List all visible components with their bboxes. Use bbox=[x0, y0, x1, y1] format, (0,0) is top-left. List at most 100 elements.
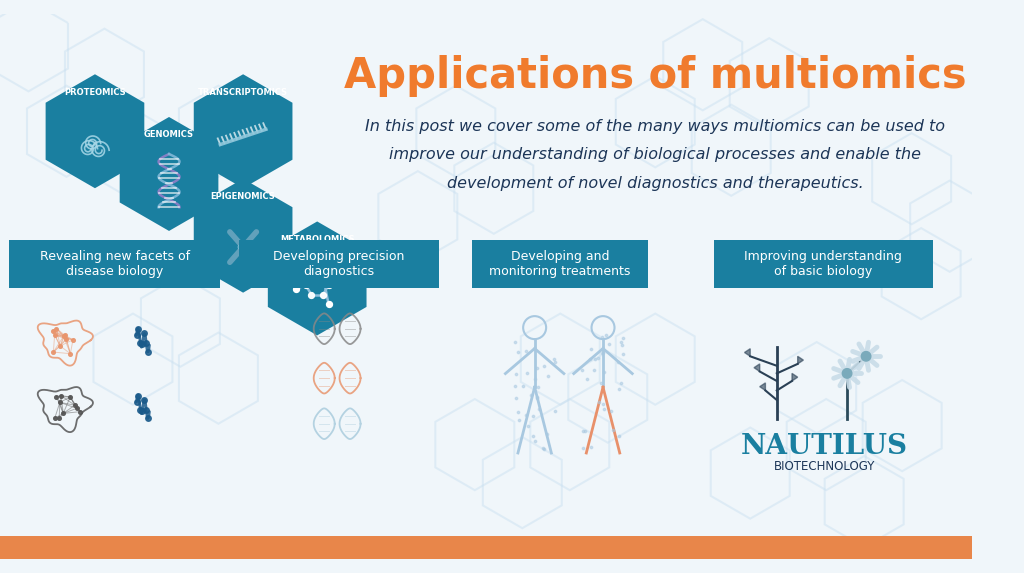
FancyBboxPatch shape bbox=[9, 241, 220, 288]
Text: Revealing new facets of
disease biology: Revealing new facets of disease biology bbox=[40, 250, 190, 278]
Text: Improving understanding
of basic biology: Improving understanding of basic biology bbox=[744, 250, 902, 278]
Point bbox=[303, 270, 319, 280]
Point bbox=[325, 266, 341, 275]
Point bbox=[528, 393, 545, 402]
Point bbox=[614, 350, 631, 359]
Polygon shape bbox=[792, 374, 798, 381]
Point bbox=[595, 399, 611, 409]
Point bbox=[58, 335, 75, 344]
Point bbox=[48, 324, 65, 333]
Point bbox=[67, 401, 83, 410]
Point bbox=[51, 414, 68, 423]
Point bbox=[526, 375, 543, 384]
Point bbox=[547, 407, 563, 416]
Point bbox=[52, 342, 69, 351]
Text: PROTEOMICS: PROTEOMICS bbox=[65, 88, 126, 97]
Point bbox=[140, 414, 157, 423]
Point bbox=[132, 405, 148, 414]
Point bbox=[584, 344, 600, 354]
Point bbox=[540, 372, 556, 381]
Point bbox=[518, 368, 535, 378]
Point bbox=[594, 332, 610, 342]
Point bbox=[45, 347, 61, 356]
Point bbox=[586, 366, 602, 375]
Polygon shape bbox=[194, 179, 293, 293]
Text: development of novel diagnostics and therapeutics.: development of novel diagnostics and the… bbox=[446, 176, 863, 191]
Point bbox=[138, 339, 155, 348]
Text: TRANSCRIPTOMICS: TRANSCRIPTOMICS bbox=[198, 88, 288, 97]
Polygon shape bbox=[194, 74, 293, 188]
Point bbox=[525, 411, 542, 421]
Point bbox=[540, 430, 556, 439]
Point bbox=[594, 348, 610, 358]
FancyBboxPatch shape bbox=[0, 536, 973, 559]
Point bbox=[612, 378, 629, 387]
Point bbox=[62, 393, 79, 402]
Point bbox=[57, 331, 74, 340]
Point bbox=[525, 431, 542, 441]
Point bbox=[600, 339, 616, 348]
Text: EPIGENOMICS: EPIGENOMICS bbox=[211, 192, 275, 201]
Circle shape bbox=[861, 352, 870, 361]
Text: BIOTECHNOLOGY: BIOTECHNOLOGY bbox=[773, 460, 874, 473]
Point bbox=[614, 333, 631, 343]
Point bbox=[520, 422, 537, 431]
Polygon shape bbox=[120, 117, 218, 231]
Point bbox=[46, 331, 62, 340]
Point bbox=[136, 395, 153, 405]
Text: Applications of multiomics: Applications of multiomics bbox=[344, 55, 967, 97]
Point bbox=[598, 331, 614, 340]
Point bbox=[298, 281, 314, 290]
Point bbox=[593, 378, 609, 387]
Point bbox=[537, 361, 553, 370]
Point bbox=[603, 406, 620, 415]
FancyBboxPatch shape bbox=[240, 241, 438, 288]
FancyBboxPatch shape bbox=[714, 241, 933, 288]
Point bbox=[535, 444, 551, 453]
Point bbox=[55, 409, 72, 418]
Point bbox=[510, 407, 526, 417]
Point bbox=[536, 445, 552, 454]
Polygon shape bbox=[798, 356, 804, 364]
Point bbox=[527, 437, 544, 446]
Point bbox=[510, 348, 526, 357]
Point bbox=[610, 384, 627, 394]
Point bbox=[132, 339, 148, 348]
Point bbox=[507, 337, 523, 347]
Point bbox=[140, 347, 157, 356]
Point bbox=[511, 415, 527, 424]
Point bbox=[55, 332, 72, 341]
Text: METABOLOMICS: METABOLOMICS bbox=[280, 235, 354, 244]
Point bbox=[46, 414, 62, 423]
Point bbox=[508, 370, 524, 379]
Point bbox=[303, 291, 319, 300]
Text: NAUTILUS: NAUTILUS bbox=[740, 433, 908, 460]
Point bbox=[529, 393, 546, 402]
Point bbox=[138, 405, 155, 414]
Point bbox=[577, 427, 593, 436]
Point bbox=[134, 406, 151, 415]
Point bbox=[62, 349, 79, 358]
Point bbox=[610, 431, 627, 441]
Point bbox=[610, 357, 627, 366]
Circle shape bbox=[843, 368, 852, 378]
Point bbox=[583, 443, 599, 452]
Point bbox=[136, 329, 153, 338]
Text: Developing precision
diagnostics: Developing precision diagnostics bbox=[273, 250, 404, 278]
Point bbox=[314, 291, 331, 300]
Point bbox=[288, 284, 304, 293]
Point bbox=[65, 335, 81, 344]
Polygon shape bbox=[760, 383, 765, 390]
Point bbox=[134, 340, 151, 349]
Point bbox=[48, 392, 65, 401]
Point bbox=[574, 426, 591, 435]
Point bbox=[604, 425, 621, 434]
Point bbox=[53, 391, 70, 400]
Point bbox=[587, 354, 603, 363]
Point bbox=[531, 405, 548, 414]
Point bbox=[546, 355, 562, 364]
Point bbox=[595, 367, 611, 376]
Point bbox=[515, 382, 531, 391]
Point bbox=[613, 340, 630, 350]
Point bbox=[130, 391, 146, 401]
